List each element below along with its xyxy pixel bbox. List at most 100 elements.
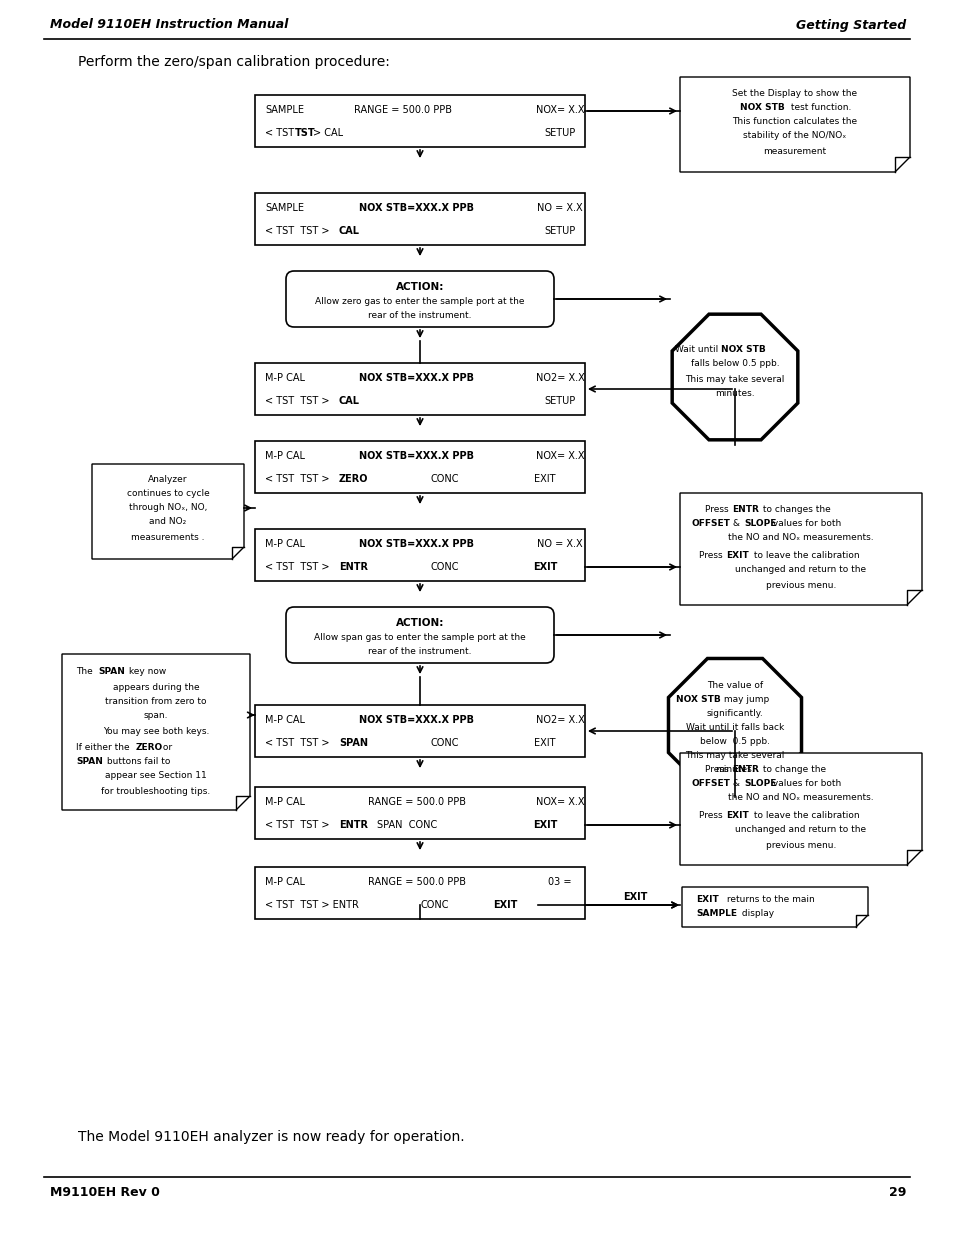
Polygon shape [679, 493, 921, 605]
Text: and NO₂: and NO₂ [150, 517, 187, 526]
Text: EXIT: EXIT [534, 474, 556, 484]
Text: NO = X.X: NO = X.X [537, 203, 582, 212]
Bar [254, 95, 584, 147]
Text: NO = X.X: NO = X.X [537, 538, 582, 550]
Text: SPAN: SPAN [98, 667, 125, 677]
Text: Press: Press [699, 810, 725, 820]
Text: NOX STB=XXX.X PPB: NOX STB=XXX.X PPB [359, 538, 474, 550]
Text: minutes.: minutes. [715, 764, 754, 773]
Text: NOX STB=XXX.X PPB: NOX STB=XXX.X PPB [359, 203, 474, 212]
Text: values for both: values for both [769, 778, 841, 788]
Text: EXIT: EXIT [622, 892, 646, 902]
Text: The: The [76, 667, 95, 677]
Text: Wait until it falls back: Wait until it falls back [685, 722, 783, 731]
Text: SAMPLE: SAMPLE [265, 203, 304, 212]
Text: OFFSET: OFFSET [690, 778, 729, 788]
Text: EXIT: EXIT [534, 739, 556, 748]
Text: ACTION:: ACTION: [395, 618, 444, 629]
Text: Perform the zero/span calibration procedure:: Perform the zero/span calibration proced… [78, 56, 390, 69]
Text: returns to the main: returns to the main [723, 894, 814, 904]
Text: measurement: measurement [762, 147, 825, 157]
Text: SPAN: SPAN [76, 757, 103, 767]
Text: measurements .: measurements . [132, 532, 205, 541]
Text: This may take several: This may take several [684, 751, 784, 760]
Text: or: or [160, 743, 172, 752]
Text: EXIT: EXIT [725, 810, 748, 820]
FancyBboxPatch shape [286, 270, 554, 327]
Text: EXIT: EXIT [533, 820, 557, 830]
Polygon shape [672, 314, 797, 440]
Text: NOX STB: NOX STB [740, 104, 784, 112]
Text: &: & [729, 519, 742, 527]
Text: < TST  TST >: < TST TST > [265, 474, 333, 484]
Text: ENTR: ENTR [731, 764, 758, 773]
Text: ACTION:: ACTION: [395, 282, 444, 291]
Text: < TST  TST >: < TST TST > [265, 820, 333, 830]
Text: NO2= X.X: NO2= X.X [535, 373, 584, 383]
Text: < TST: < TST [265, 128, 297, 138]
Text: ENTR: ENTR [338, 562, 368, 572]
Text: SAMPLE: SAMPLE [696, 909, 737, 919]
Text: NOX STB: NOX STB [676, 694, 720, 704]
Text: NOX= X.X: NOX= X.X [536, 105, 583, 115]
Text: EXIT: EXIT [696, 894, 718, 904]
Text: NOX= X.X: NOX= X.X [536, 451, 583, 461]
Text: Analyzer: Analyzer [148, 475, 188, 484]
Text: M-P CAL: M-P CAL [265, 715, 305, 725]
Text: rear of the instrument.: rear of the instrument. [368, 646, 471, 656]
Text: M9110EH Rev 0: M9110EH Rev 0 [50, 1186, 160, 1198]
Text: < TST  TST >: < TST TST > [265, 226, 333, 236]
Text: Press: Press [705, 505, 731, 514]
Text: NO2= X.X: NO2= X.X [535, 715, 584, 725]
Text: significantly.: significantly. [706, 709, 762, 718]
Bar [254, 441, 584, 493]
Text: CAL: CAL [338, 226, 359, 236]
Text: > CAL: > CAL [313, 128, 343, 138]
Text: TST: TST [294, 128, 315, 138]
Bar [254, 867, 584, 919]
Polygon shape [681, 887, 867, 927]
Text: The value of: The value of [706, 680, 762, 689]
Text: SLOPE: SLOPE [743, 519, 776, 527]
Text: SLOPE: SLOPE [743, 778, 776, 788]
Text: ENTR: ENTR [731, 505, 758, 514]
Text: minutes.: minutes. [715, 389, 754, 398]
Text: ENTR: ENTR [338, 820, 368, 830]
Polygon shape [679, 77, 909, 172]
Text: appear see Section 11: appear see Section 11 [105, 772, 207, 781]
Text: SETUP: SETUP [544, 396, 575, 406]
Text: CONC: CONC [431, 562, 458, 572]
Text: through NOₓ, NO,: through NOₓ, NO, [129, 504, 207, 513]
Polygon shape [62, 655, 250, 810]
Text: NOX STB=XXX.X PPB: NOX STB=XXX.X PPB [359, 451, 474, 461]
Text: the NO and NOₓ measurements.: the NO and NOₓ measurements. [727, 793, 873, 802]
Text: M-P CAL: M-P CAL [265, 451, 305, 461]
Text: the NO and NOₓ measurements.: the NO and NOₓ measurements. [727, 532, 873, 541]
Text: M-P CAL: M-P CAL [265, 877, 305, 887]
Text: EXIT: EXIT [493, 900, 517, 910]
Text: RANGE = 500.0 PPB: RANGE = 500.0 PPB [368, 797, 465, 806]
Text: CONC: CONC [431, 739, 458, 748]
Text: Wait until: Wait until [674, 345, 720, 353]
Text: NOX STB: NOX STB [720, 345, 765, 353]
Text: EXIT: EXIT [725, 551, 748, 559]
Text: Press: Press [705, 764, 731, 773]
Bar [254, 363, 584, 415]
Text: EXIT: EXIT [533, 562, 557, 572]
Text: Press: Press [699, 551, 725, 559]
Text: NOX STB=XXX.X PPB: NOX STB=XXX.X PPB [359, 373, 474, 383]
Text: CAL: CAL [338, 396, 359, 406]
Text: unchanged and return to the: unchanged and return to the [735, 564, 865, 573]
Bar [254, 787, 584, 839]
Text: This function calculates the: This function calculates the [732, 117, 857, 126]
Bar [254, 705, 584, 757]
Polygon shape [679, 753, 921, 864]
Text: below  0.5 ppb.: below 0.5 ppb. [700, 736, 769, 746]
Text: M-P CAL: M-P CAL [265, 373, 305, 383]
Text: stability of the NO/NOₓ: stability of the NO/NOₓ [742, 131, 845, 141]
Text: SAMPLE: SAMPLE [265, 105, 304, 115]
Text: &: & [729, 778, 742, 788]
Text: < TST  TST > ENTR: < TST TST > ENTR [265, 900, 358, 910]
Text: unchanged and return to the: unchanged and return to the [735, 825, 865, 834]
Text: 29: 29 [887, 1186, 905, 1198]
